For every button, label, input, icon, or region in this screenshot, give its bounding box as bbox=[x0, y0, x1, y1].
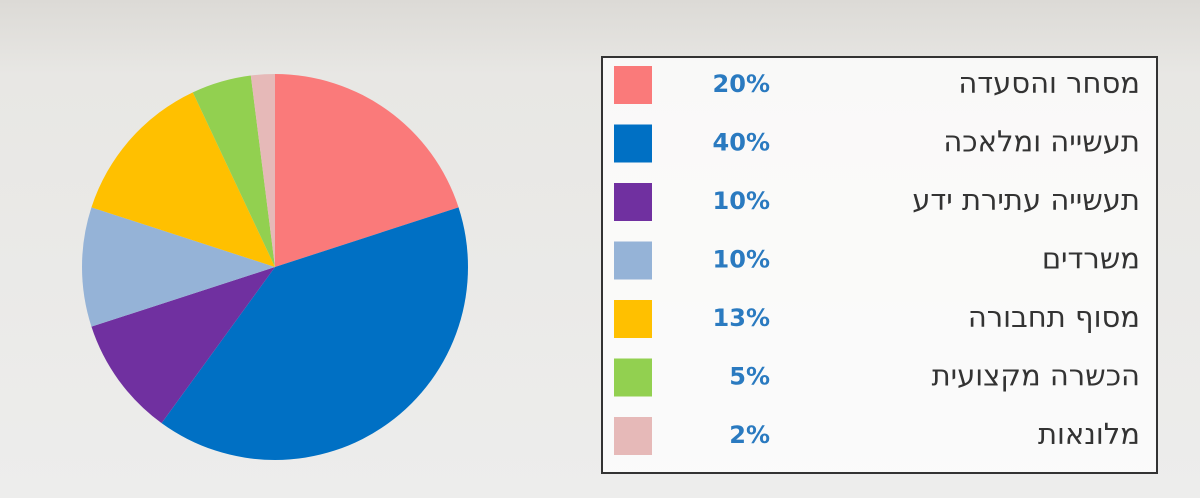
legend-swatch bbox=[614, 241, 652, 280]
legend-label: תעשייה ומלאכה bbox=[943, 125, 1140, 159]
legend-swatch bbox=[614, 358, 652, 397]
legend-label: מלונאות bbox=[1038, 417, 1140, 451]
legend-label: מסחר והסעדה bbox=[958, 66, 1140, 100]
value-label: 10% bbox=[713, 246, 770, 274]
legend-label: מסוף תחבורה bbox=[968, 300, 1140, 334]
pie-slice bbox=[250, 74, 275, 267]
pie-slice bbox=[161, 207, 469, 461]
value-label: 10% bbox=[713, 187, 770, 215]
value-label: 5% bbox=[729, 363, 770, 391]
pie-slice bbox=[192, 75, 275, 267]
value-label: 20% bbox=[713, 70, 770, 98]
legend-swatch bbox=[614, 183, 652, 221]
value-label: 13% bbox=[713, 304, 770, 332]
pie bbox=[82, 74, 469, 461]
legend: 20% מסחר והסעדה 40% תעשייה ומלאכה 10% תעשייה … bbox=[614, 66, 1140, 455]
legend-box bbox=[601, 56, 1158, 474]
legend-swatch bbox=[614, 66, 652, 104]
value-label: 2% bbox=[729, 421, 770, 449]
legend-label: משרדים bbox=[1042, 242, 1140, 276]
pie-slice bbox=[82, 207, 276, 327]
legend-swatch bbox=[614, 124, 652, 163]
legend-swatch bbox=[614, 417, 652, 455]
pie-slice bbox=[91, 267, 275, 424]
value-label: 40% bbox=[713, 129, 770, 157]
legend-label: תעשייה עתירת ידע bbox=[912, 183, 1140, 217]
legend-swatch bbox=[614, 300, 652, 338]
pie-slice bbox=[275, 74, 459, 267]
pie-slice bbox=[91, 92, 275, 267]
legend-label: הכשרה מקצועית bbox=[932, 359, 1140, 393]
